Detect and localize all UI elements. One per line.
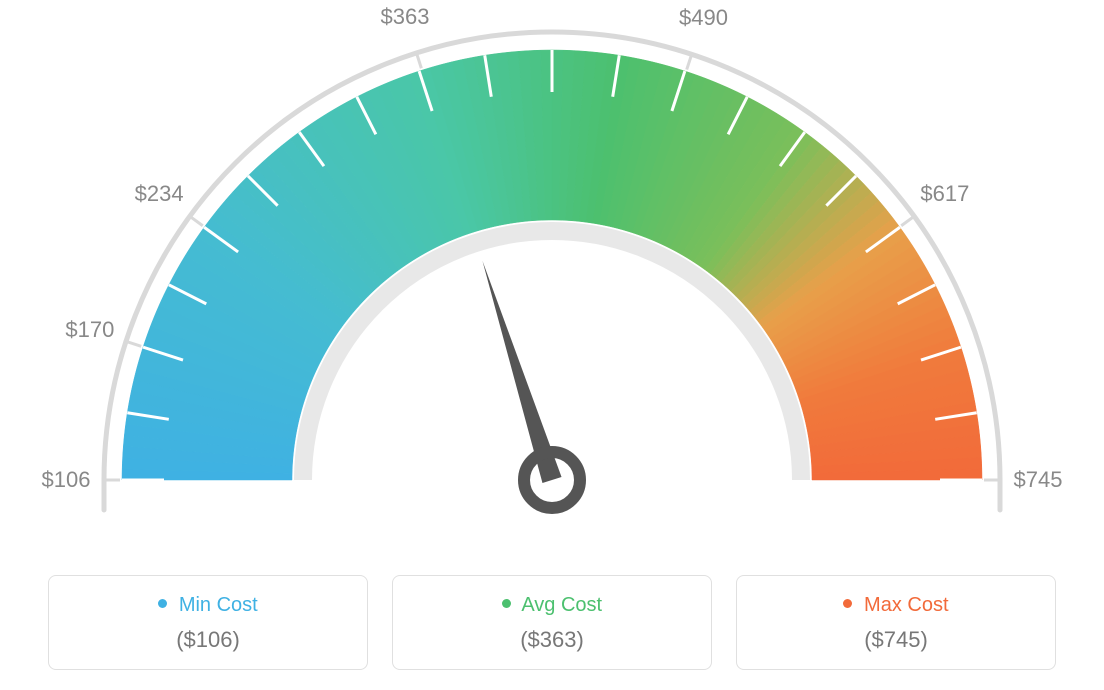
legend-title-text-min: Min Cost: [179, 594, 258, 616]
gauge-tick-label: $106: [42, 467, 91, 493]
gauge-chart: $106 $170 $234 $363 $490 $617 $745: [0, 0, 1104, 560]
gauge-tick-label: $745: [1014, 467, 1063, 493]
legend-title-text-max: Max Cost: [864, 594, 948, 616]
legend-dot-avg: [502, 599, 511, 608]
legend-title-min: Min Cost: [59, 594, 357, 617]
legend-value-min: ($106): [59, 627, 357, 653]
legend-dot-min: [158, 599, 167, 608]
gauge-tick-label: $363: [381, 4, 430, 30]
legend-title-text-avg: Avg Cost: [521, 594, 602, 616]
legend-dot-max: [843, 599, 852, 608]
gauge-tick-label: $234: [135, 181, 184, 207]
legend-title-avg: Avg Cost: [403, 594, 701, 617]
gauge-svg: [0, 0, 1104, 560]
legend-row: Min Cost ($106) Avg Cost ($363) Max Cost…: [0, 575, 1104, 670]
legend-value-max: ($745): [747, 627, 1045, 653]
legend-value-avg: ($363): [403, 627, 701, 653]
gauge-tick-label: $170: [65, 317, 114, 343]
gauge-tick-label: $617: [920, 181, 969, 207]
legend-card-avg: Avg Cost ($363): [392, 575, 712, 670]
legend-title-max: Max Cost: [747, 594, 1045, 617]
legend-card-max: Max Cost ($745): [736, 575, 1056, 670]
legend-card-min: Min Cost ($106): [48, 575, 368, 670]
gauge-tick-label: $490: [679, 5, 728, 31]
